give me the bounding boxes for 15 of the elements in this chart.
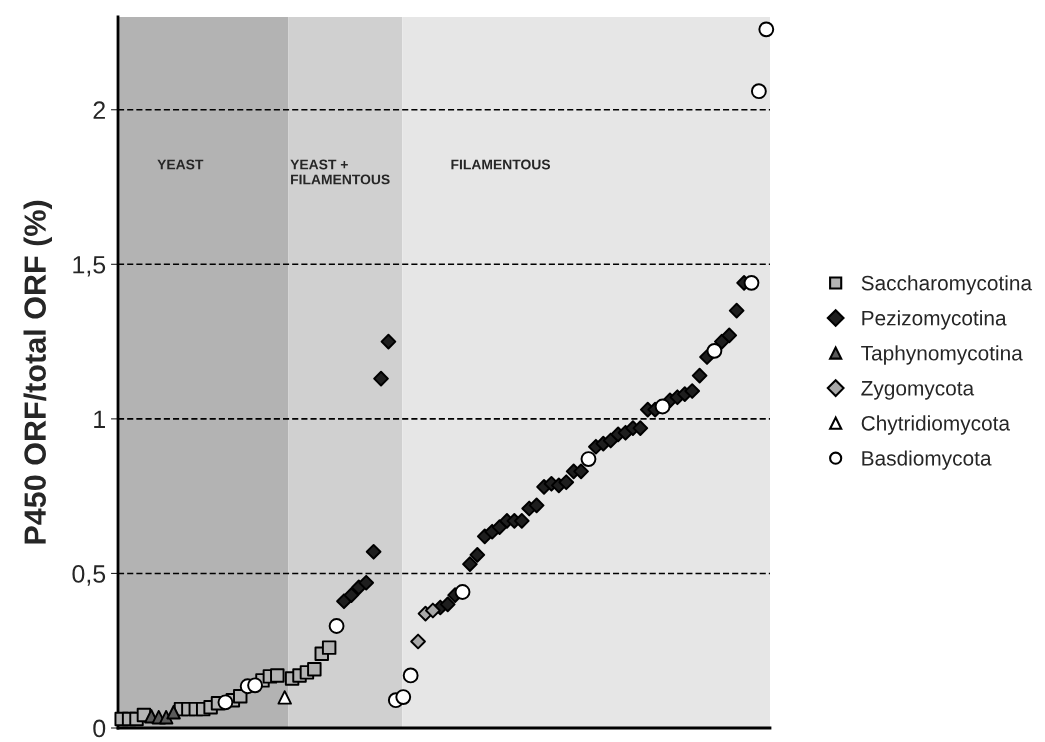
annotation: YEAST + FILAMENTOUS bbox=[290, 159, 390, 185]
y-tick-label: 1,5 bbox=[73, 256, 106, 277]
legend-label: Chytridiomycota bbox=[861, 415, 1011, 435]
legend-label: Taphynomycotina bbox=[861, 345, 1023, 365]
legend-label: Basdiomycota bbox=[862, 450, 992, 470]
legend-label: Pezizomycotina bbox=[862, 310, 1007, 330]
y-tick-label: 0,5 bbox=[72, 565, 106, 586]
legend-label: Saccharomycotina bbox=[861, 275, 1033, 295]
y-tick-label: 0 bbox=[93, 719, 106, 738]
y-tick-label: 1 bbox=[94, 410, 105, 428]
annotation: YEAST bbox=[157, 159, 204, 170]
legend-label: Zygomycota bbox=[861, 381, 975, 400]
y-tick-label: 2 bbox=[93, 101, 105, 119]
annotation: FILAMENTOUS bbox=[451, 159, 551, 170]
y-axis-title: P450 ORF/total ORF (%) bbox=[23, 200, 52, 544]
